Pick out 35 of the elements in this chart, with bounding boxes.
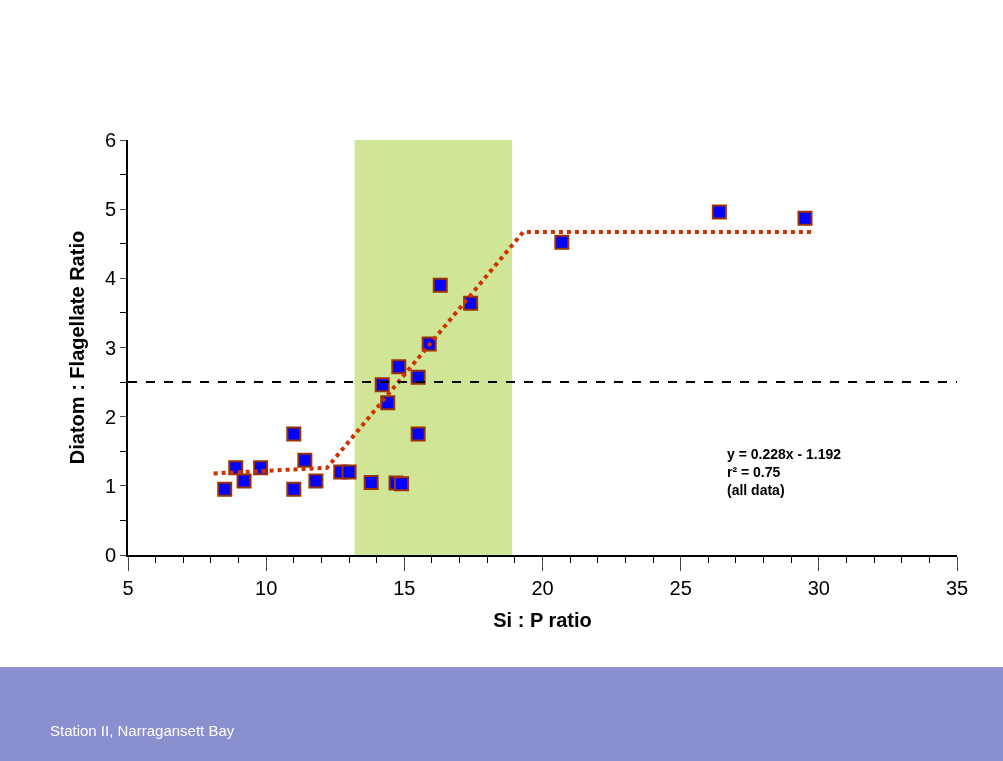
y-tick-label: 2 [104,405,116,428]
point [297,452,313,468]
y-tick-label: 1 [104,474,116,497]
point [432,277,448,293]
point [554,234,570,250]
x-tick-label: 5 [122,577,134,599]
x-tick-label: 25 [669,577,692,599]
point [797,210,813,226]
y-tick-label: 3 [104,336,116,359]
point [380,395,396,411]
point [363,474,379,490]
point [711,204,727,220]
x-tick-label: 10 [255,577,278,599]
point [463,295,479,311]
point [341,464,357,480]
x-tick-label: 15 [393,577,416,599]
y-tick-label: 6 [104,129,116,151]
y-tick-label: 5 [104,198,116,221]
point [394,476,410,492]
y-axis-title: Diatom : Flagellate Ratio [65,230,88,465]
point [286,426,302,442]
point [286,481,302,497]
point [217,481,233,497]
x-tick-label: 30 [807,577,830,599]
point [308,473,324,489]
x-tick-label: 35 [945,577,969,599]
point [236,473,252,489]
text: Station II, Narragansett Bay [50,722,235,739]
x-tick-label: 20 [531,577,554,599]
point [391,359,407,375]
point [410,426,426,442]
x-axis-title: Si : P ratio [493,609,592,631]
y-tick-label: 0 [104,544,116,566]
y-tick-label: 4 [104,267,116,290]
annotation: y = 0.228x - 1.192 r² = 0.75 (all data) [727,446,842,499]
